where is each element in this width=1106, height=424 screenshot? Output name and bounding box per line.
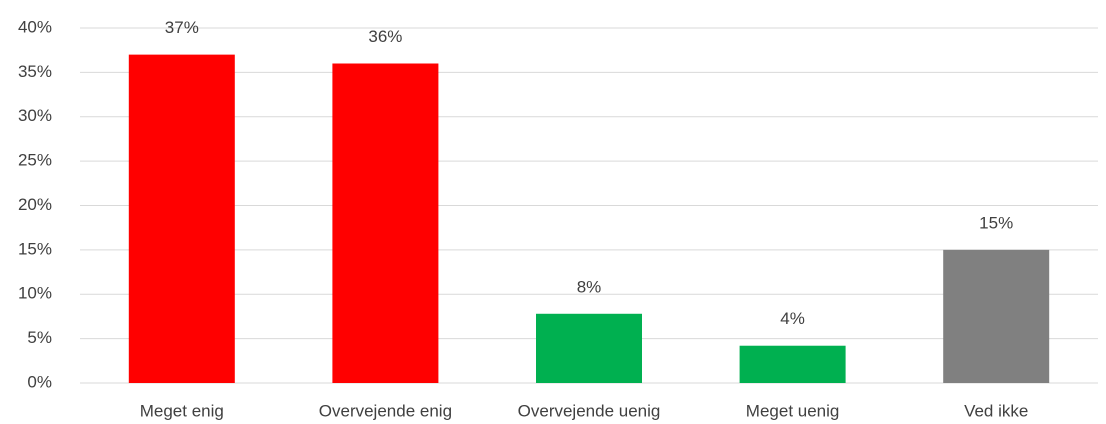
y-tick-label: 30% [18, 106, 52, 125]
y-tick-label: 25% [18, 151, 52, 170]
bar [943, 249, 1050, 383]
data-label: 15% [979, 213, 1013, 232]
y-tick-label: 0% [27, 372, 52, 391]
data-label: 4% [780, 309, 805, 328]
y-tick-label: 10% [18, 284, 52, 303]
y-tick-label: 15% [18, 239, 52, 258]
y-tick-label: 20% [18, 195, 52, 214]
x-tick-label: Ved ikke [964, 401, 1028, 420]
data-label: 37% [165, 18, 199, 37]
x-tick-label: Meget enig [140, 401, 224, 420]
y-tick-label: 5% [27, 328, 52, 347]
y-tick-label: 40% [18, 17, 52, 36]
x-tick-label: Overvejende uenig [518, 401, 661, 420]
bar [536, 313, 642, 383]
x-tick-label: Overvejende enig [319, 401, 452, 420]
data-label: 36% [368, 27, 402, 46]
bar [332, 63, 439, 383]
bar [739, 345, 846, 383]
x-tick-label: Meget uenig [746, 401, 840, 420]
bar [128, 54, 235, 383]
data-label: 8% [577, 277, 602, 296]
y-tick-label: 35% [18, 62, 52, 81]
